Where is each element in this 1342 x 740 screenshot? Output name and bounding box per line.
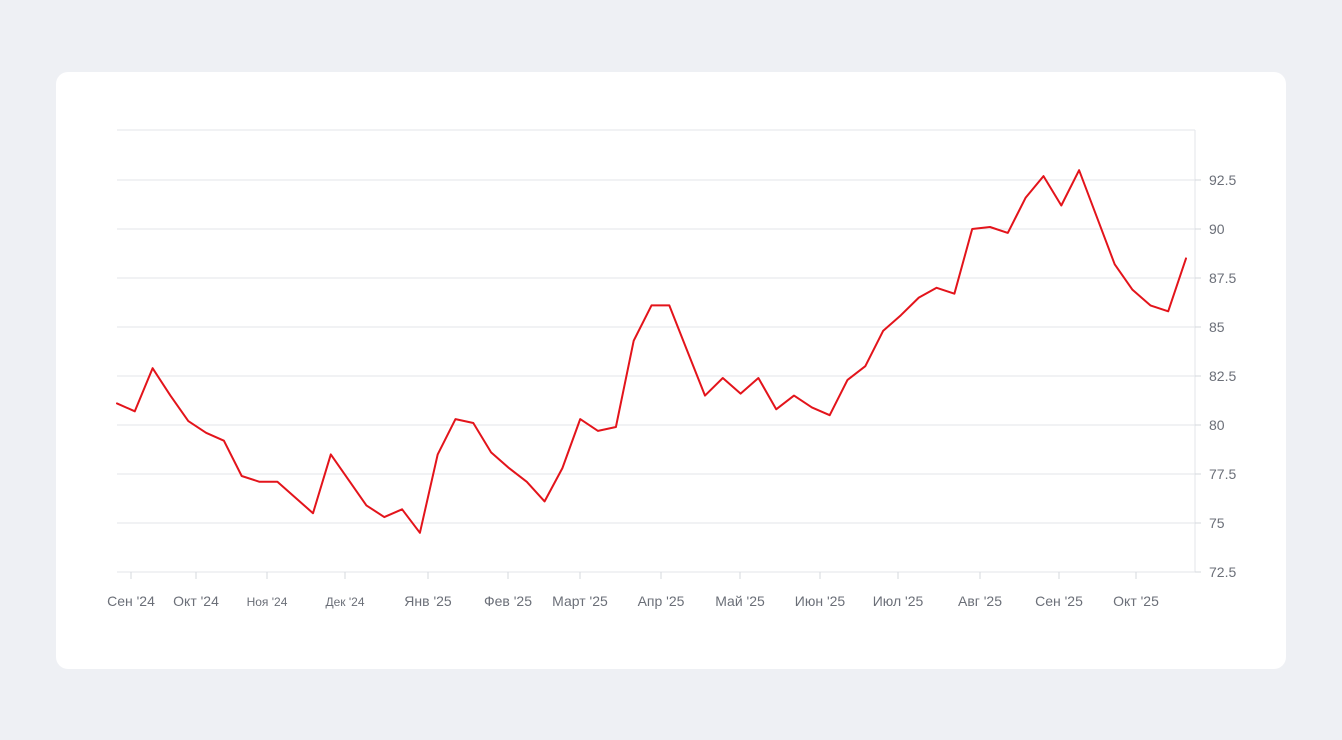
series-line bbox=[116, 169, 1187, 534]
x-tick-label: Сен '24 bbox=[107, 593, 155, 609]
x-tick-label: Июл '25 bbox=[873, 593, 924, 609]
y-tick-label: 75 bbox=[1209, 515, 1225, 531]
grid-lines bbox=[117, 129, 1196, 573]
y-tick-label: 90 bbox=[1209, 221, 1225, 237]
x-tick-label: Май '25 bbox=[715, 593, 765, 609]
y-tick-label: 85 bbox=[1209, 319, 1225, 335]
chart-card bbox=[56, 72, 1286, 669]
x-tick-label: Апр '25 bbox=[638, 593, 685, 609]
y-tick-label: 82.5 bbox=[1209, 368, 1236, 384]
x-tick-label: Ноя '24 bbox=[247, 595, 288, 609]
x-tick-label: Дек '24 bbox=[325, 595, 364, 609]
y-tick-label: 80 bbox=[1209, 417, 1225, 433]
x-tick-label: Окт '24 bbox=[173, 593, 219, 609]
y-tick-label: 72.5 bbox=[1209, 564, 1236, 580]
x-tick-label: Июн '25 bbox=[795, 593, 846, 609]
y-tick-label: 87.5 bbox=[1209, 270, 1236, 286]
y-tick-label: 77.5 bbox=[1209, 466, 1236, 482]
x-tick-label: Сен '25 bbox=[1035, 593, 1083, 609]
y-tick-label: 92.5 bbox=[1209, 172, 1236, 188]
x-tick-label: Фев '25 bbox=[484, 593, 532, 609]
x-tick-label: Март '25 bbox=[552, 593, 608, 609]
series-layer bbox=[116, 169, 1187, 534]
x-tick-label: Авг '25 bbox=[958, 593, 1002, 609]
y-axis-ticks: 72.5 75 77.5 80 82.5 85 87.5 90 92.5 bbox=[1195, 172, 1236, 580]
x-axis-ticks: Сен '24 Окт '24 Ноя '24 Дек '24 Янв '25 Фев '… bbox=[107, 572, 1159, 609]
x-tick-label: Янв '25 bbox=[404, 593, 452, 609]
x-tick-label: Окт '25 bbox=[1113, 593, 1159, 609]
